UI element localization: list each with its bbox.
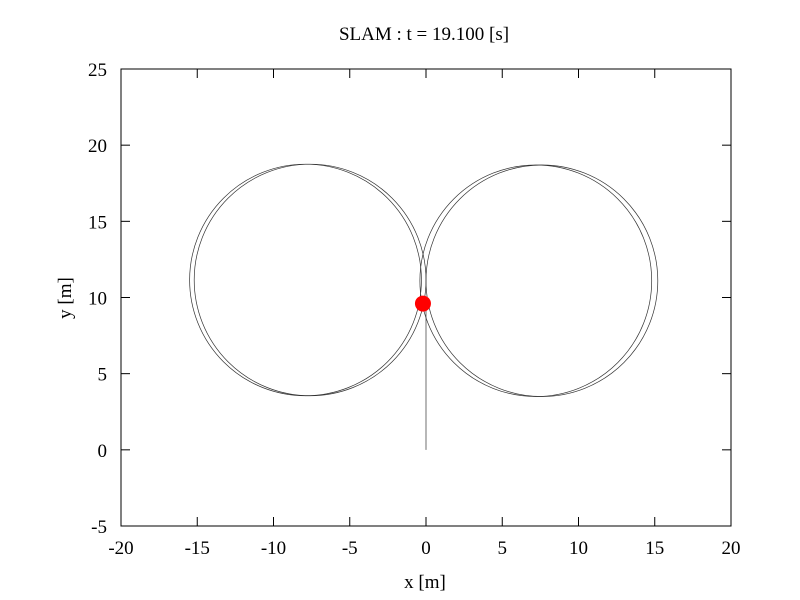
y-tick-label: -5 <box>91 517 107 538</box>
x-tick-label: 0 <box>421 538 431 559</box>
trajectory-loop <box>193 163 427 397</box>
plot-area <box>189 163 659 450</box>
trajectory-loop <box>425 164 659 397</box>
x-tick-label: -10 <box>261 538 286 559</box>
trajectory-loop <box>419 164 653 397</box>
x-tick-label: 5 <box>498 538 508 559</box>
y-tick-label: 10 <box>88 289 107 310</box>
x-tick-label: 20 <box>722 538 741 559</box>
robot-marker <box>414 295 431 312</box>
y-tick-label: 0 <box>98 441 108 462</box>
y-axis-label: y [m] <box>55 277 76 319</box>
x-tick-label: -5 <box>342 538 358 559</box>
axis-ticks: -20 -15 -10 -5 0 5 10 15 20 -5 0 5 10 15 20 25 <box>88 60 741 559</box>
trajectory-loop <box>189 163 422 397</box>
x-tick-label: -15 <box>185 538 210 559</box>
x-axis-label: x [m] <box>404 572 446 593</box>
x-tick-label: -20 <box>108 538 133 559</box>
chart-title: SLAM : t = 19.100 [s] <box>339 24 509 45</box>
y-tick-label: 20 <box>88 136 107 157</box>
y-tick-label: 15 <box>88 212 107 233</box>
y-tick-label: 5 <box>98 365 108 386</box>
x-tick-label: 15 <box>645 538 664 559</box>
x-tick-label: 10 <box>569 538 588 559</box>
y-tick-label: 25 <box>88 60 107 81</box>
